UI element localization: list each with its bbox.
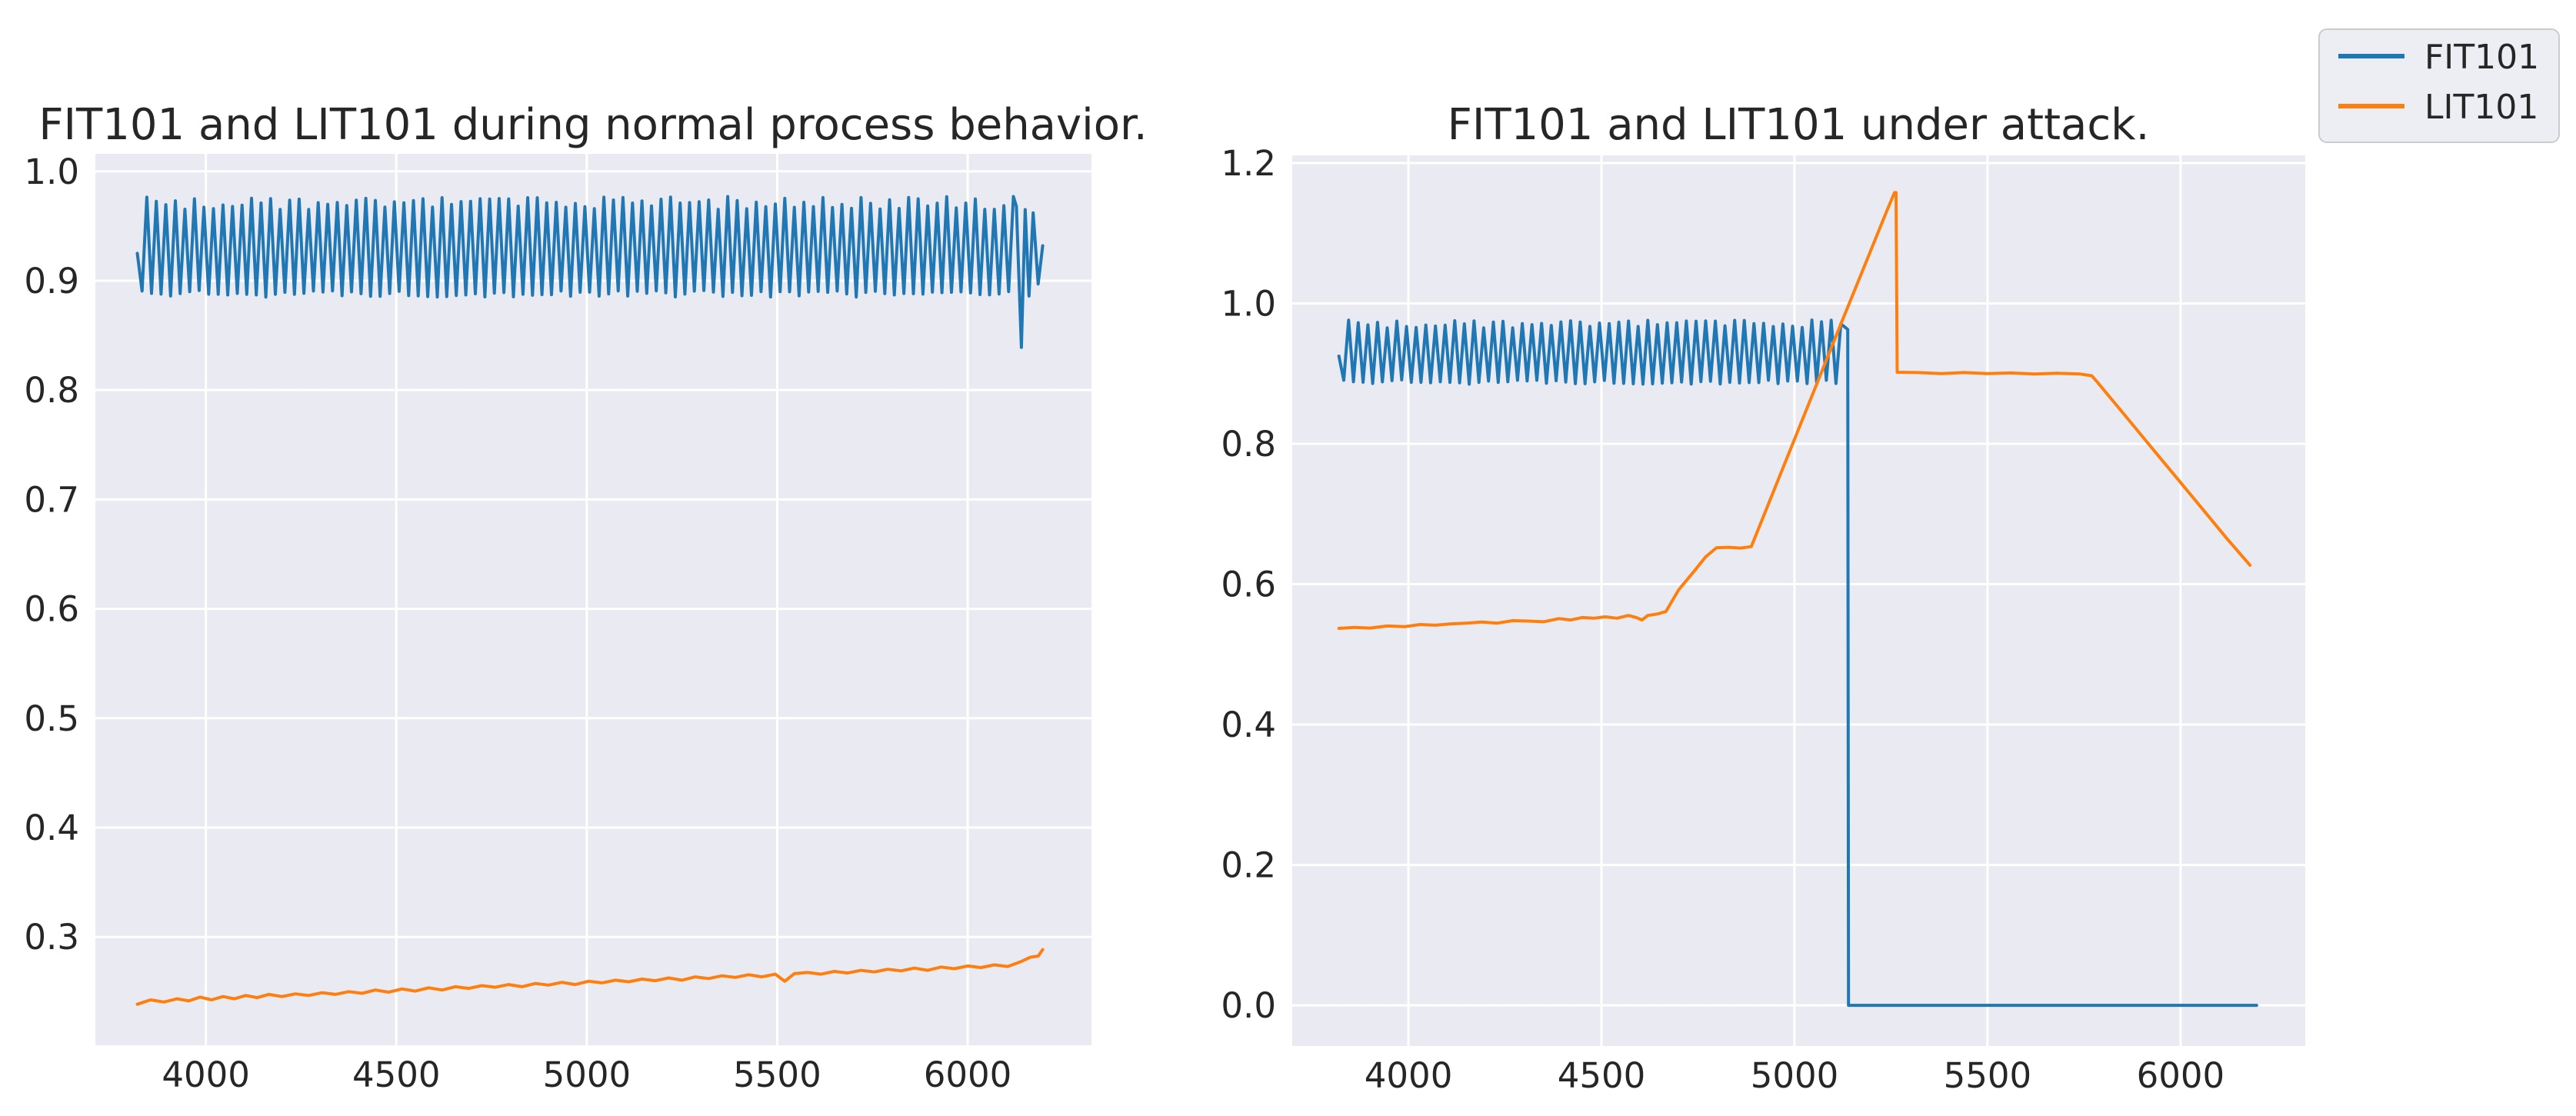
plot-right: 4000 4500 5000 5500 6000 1.2 1.0 0.8 0.6 0.4 0.2 0.… — [1221, 143, 2305, 1096]
y-tick-label: 0.2 — [1221, 845, 1276, 886]
x-tick-label: 5000 — [1751, 1055, 1839, 1096]
x-tick-label: 5500 — [733, 1054, 821, 1095]
x-tick-label: 5000 — [543, 1054, 632, 1095]
y-tick-label: 0.8 — [1221, 424, 1276, 465]
series-line-fit101 — [135, 195, 1045, 349]
y-tick-label: 1.2 — [1221, 143, 1276, 184]
y-tick-label: 0.4 — [1221, 705, 1276, 745]
left-plot-title: FIT101 and LIT101 during normal process … — [38, 100, 1147, 150]
legend-label-fit101: FIT101 — [2424, 38, 2539, 77]
x-tick-label: 4500 — [1558, 1055, 1646, 1096]
series-line-lit101 — [1337, 191, 2252, 630]
x-tick-label: 6000 — [2137, 1055, 2225, 1096]
series-line-lit101 — [135, 948, 1045, 1006]
legend-label-lit101: LIT101 — [2424, 88, 2538, 127]
y-tick-label: 1.0 — [1221, 284, 1276, 325]
plot-left: 4000 4500 5000 5500 6000 1.0 0.9 0.8 0.7 0.6 0.5 0.… — [24, 152, 1091, 1095]
y-tick-label: 0.3 — [24, 917, 79, 958]
y-tick-label: 0.6 — [24, 589, 79, 630]
y-tick-label: 0.7 — [24, 479, 79, 520]
y-tick-label: 0.0 — [1221, 985, 1276, 1026]
y-tick-label: 0.8 — [24, 370, 79, 411]
x-tick-label: 6000 — [924, 1054, 1012, 1095]
y-tick-label: 0.9 — [24, 261, 79, 301]
axes-panel — [95, 154, 1091, 1045]
x-tick-label: 4000 — [162, 1054, 250, 1095]
x-tick-label: 5500 — [1944, 1055, 2032, 1096]
y-tick-label: 1.0 — [24, 152, 79, 192]
axes-panel — [1292, 155, 2305, 1046]
y-tick-label: 0.5 — [24, 698, 79, 739]
y-tick-label: 0.6 — [1221, 565, 1276, 605]
legend: FIT101 LIT101 — [2318, 28, 2560, 143]
right-plot-title: FIT101 and LIT101 under attack. — [1448, 100, 2150, 150]
series-line-fit101 — [1337, 318, 2258, 1008]
x-tick-label: 4000 — [1365, 1055, 1453, 1096]
y-tick-label: 0.4 — [24, 808, 79, 848]
x-tick-label: 4500 — [352, 1054, 441, 1095]
